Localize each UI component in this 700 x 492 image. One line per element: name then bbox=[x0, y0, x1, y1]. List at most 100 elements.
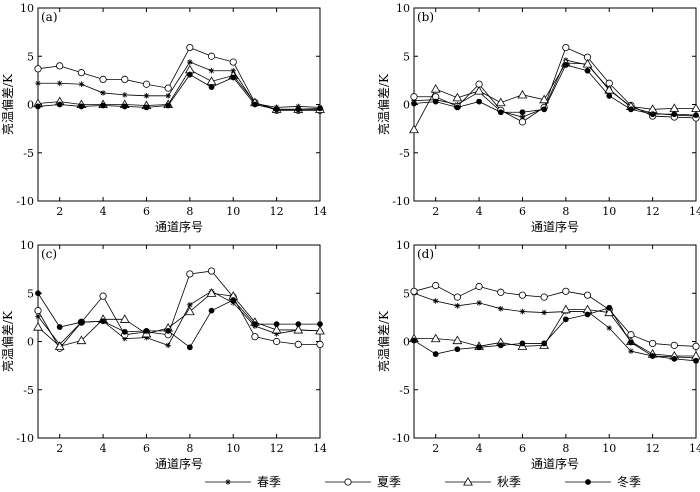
data-point bbox=[35, 313, 41, 320]
series-秋季 bbox=[33, 288, 325, 350]
data-point bbox=[454, 302, 461, 309]
data-point bbox=[208, 67, 215, 74]
series-春季 bbox=[35, 59, 323, 111]
series-line bbox=[38, 61, 321, 108]
data-point bbox=[649, 339, 657, 348]
data-point bbox=[628, 339, 634, 346]
data-point bbox=[121, 335, 128, 342]
series-line bbox=[413, 292, 697, 359]
series-冬季 bbox=[35, 71, 323, 113]
x-tick-label: 6 bbox=[519, 442, 526, 455]
data-point bbox=[315, 325, 325, 335]
series-line bbox=[37, 74, 321, 110]
x-tick-label: 2 bbox=[432, 205, 439, 218]
data-point bbox=[206, 288, 217, 297]
x-tick-label: 6 bbox=[519, 205, 526, 218]
data-point bbox=[541, 340, 548, 347]
data-point bbox=[293, 324, 304, 334]
series-line bbox=[414, 309, 696, 357]
y-tick-label: 10 bbox=[396, 239, 410, 252]
data-point bbox=[452, 92, 463, 102]
y-tick-label: 0 bbox=[403, 99, 410, 112]
x-tick-label: 2 bbox=[56, 442, 63, 455]
data-point bbox=[454, 104, 461, 111]
y-axis-label: 亮温偏差/K bbox=[376, 310, 391, 372]
data-point bbox=[432, 281, 440, 290]
data-point bbox=[454, 346, 461, 353]
data-point bbox=[229, 58, 237, 66]
data-point bbox=[316, 340, 324, 348]
data-point bbox=[606, 304, 613, 311]
y-tick-label: -10 bbox=[16, 432, 34, 445]
data-point bbox=[474, 85, 484, 95]
y-tick-label: 5 bbox=[403, 287, 410, 300]
data-point bbox=[99, 292, 107, 300]
data-point bbox=[517, 89, 528, 99]
data-point bbox=[475, 282, 483, 291]
data-point bbox=[143, 334, 150, 341]
data-point bbox=[606, 92, 613, 99]
panel-label: (b) bbox=[417, 10, 434, 24]
data-point bbox=[295, 321, 302, 328]
data-point bbox=[142, 80, 151, 88]
data-point bbox=[34, 65, 42, 73]
data-point bbox=[409, 124, 419, 134]
y-axis-label: 亮温偏差/K bbox=[376, 73, 391, 135]
series-冬季 bbox=[35, 290, 323, 351]
data-point bbox=[186, 71, 193, 78]
data-point bbox=[693, 112, 699, 119]
x-tick-label: 12 bbox=[270, 442, 284, 455]
data-point bbox=[78, 103, 85, 110]
data-point bbox=[691, 103, 700, 112]
data-point bbox=[208, 307, 215, 314]
data-point bbox=[671, 111, 678, 118]
x-tick-label: 8 bbox=[186, 442, 193, 455]
data-point bbox=[165, 327, 172, 334]
data-point bbox=[582, 58, 593, 68]
data-point bbox=[671, 355, 678, 362]
series-冬季 bbox=[411, 304, 699, 364]
data-point bbox=[518, 118, 527, 126]
subplot-1: 2 4 6 8 10 12 14 -10 -5 0 5 10 (a) 通道序号 亮温偏差/K bbox=[0, 2, 327, 234]
y-tick-label: -10 bbox=[392, 195, 410, 208]
series-line bbox=[413, 307, 697, 362]
x-tick-label: 4 bbox=[476, 205, 483, 218]
data-point bbox=[295, 106, 302, 113]
data-point bbox=[273, 330, 280, 337]
data-point bbox=[562, 62, 569, 68]
data-point bbox=[187, 302, 193, 308]
series-line bbox=[37, 292, 321, 347]
data-point bbox=[186, 43, 194, 52]
data-point bbox=[410, 93, 418, 101]
y-tick-label: 5 bbox=[403, 50, 410, 63]
x-axis-label: 通道序号 bbox=[155, 219, 203, 234]
data-point bbox=[121, 75, 129, 84]
data-point bbox=[207, 267, 216, 275]
y-tick-label: 10 bbox=[396, 2, 410, 15]
data-point bbox=[76, 335, 87, 345]
data-point bbox=[539, 94, 550, 104]
x-axis-label: 通道序号 bbox=[155, 456, 203, 471]
data-point bbox=[99, 75, 107, 84]
data-point bbox=[35, 103, 41, 110]
data-point bbox=[56, 62, 64, 70]
data-point bbox=[100, 90, 106, 96]
x-axis-label: 通道序号 bbox=[531, 456, 579, 471]
data-point bbox=[497, 109, 504, 116]
data-point bbox=[186, 270, 194, 278]
data-point bbox=[562, 316, 569, 323]
y-tick-label: 10 bbox=[20, 239, 34, 252]
legend-label: 春季 bbox=[257, 475, 281, 489]
y-tick-label: 10 bbox=[20, 2, 34, 15]
data-point bbox=[273, 337, 281, 346]
data-point bbox=[294, 340, 302, 348]
data-point bbox=[33, 322, 43, 331]
x-tick-label: 10 bbox=[226, 442, 240, 455]
data-point bbox=[497, 305, 504, 312]
y-tick-label: -5 bbox=[23, 384, 34, 397]
data-point bbox=[518, 291, 527, 299]
data-point bbox=[54, 341, 65, 350]
data-point bbox=[121, 328, 128, 335]
data-point bbox=[519, 114, 526, 120]
